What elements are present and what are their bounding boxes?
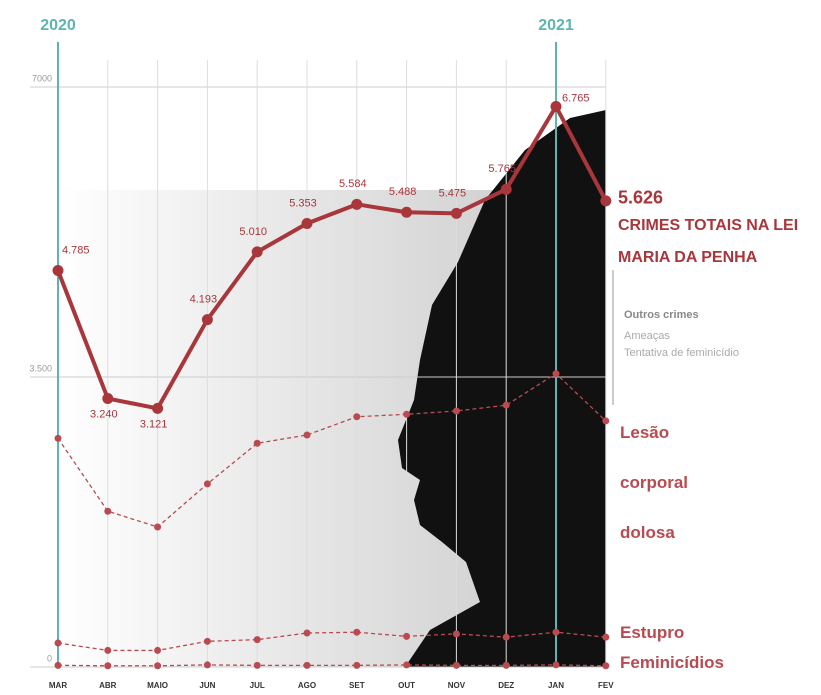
series-label: Feminicídios (620, 653, 724, 672)
photo-silhouette (398, 110, 606, 667)
data-point (201, 314, 213, 326)
data-point (303, 661, 311, 669)
value-label: 5.488 (389, 186, 417, 198)
value-label: 3.121 (140, 418, 168, 430)
series-line (57, 372, 607, 528)
data-point (550, 100, 562, 112)
data-point (403, 410, 411, 418)
data-point (102, 393, 114, 405)
data-point (502, 661, 510, 669)
note-title: Outros crimes (624, 309, 699, 321)
data-point (203, 480, 211, 488)
data-point (154, 523, 162, 531)
data-point (54, 661, 62, 669)
x-tick-label: DEZ (498, 681, 514, 690)
data-point (301, 217, 313, 229)
data-point (452, 630, 460, 638)
data-point (303, 431, 311, 439)
x-tick-label: AGO (298, 681, 316, 690)
value-label: 5.765 (488, 163, 516, 175)
data-point (54, 639, 62, 647)
value-label: 4.193 (190, 293, 218, 305)
series-label: CRIMES TOTAIS NA LEI MARIA DA PENHA (618, 217, 799, 266)
data-point (154, 646, 162, 654)
data-point (552, 628, 560, 636)
x-tick-label: NOV (448, 681, 466, 690)
x-tick-label: ABR (99, 681, 117, 690)
data-point (351, 198, 363, 210)
value-label: 5.475 (439, 187, 467, 199)
value-label: 5.353 (289, 197, 317, 209)
data-point (154, 662, 162, 670)
x-tick-label: FEV (598, 681, 614, 690)
year-label: 2020 (40, 17, 76, 34)
series-line (56, 102, 608, 411)
data-point (450, 207, 462, 219)
series-line (57, 631, 606, 652)
note-item: Tentativa de feminicídio (624, 347, 739, 359)
y-tick-label: 3.500 (29, 363, 52, 373)
x-tick-label: JUL (250, 681, 265, 690)
data-point (502, 401, 510, 409)
data-point (203, 637, 211, 645)
data-point (52, 265, 64, 277)
data-point (552, 370, 560, 378)
data-point (353, 628, 361, 636)
x-tick-label: MAR (49, 681, 67, 690)
value-label: 5.010 (239, 226, 267, 238)
value-label: 3.240 (90, 408, 118, 420)
x-tick-label: OUT (398, 681, 415, 690)
data-point (152, 402, 164, 414)
data-point (602, 633, 610, 641)
data-point (303, 629, 311, 637)
data-point (251, 246, 263, 258)
value-label: 4.785 (62, 244, 90, 256)
data-point (452, 661, 460, 669)
data-point (600, 195, 612, 207)
data-point (353, 413, 361, 421)
data-point (502, 633, 510, 641)
total-value-label: 5.626 (618, 188, 663, 208)
data-point (602, 662, 610, 670)
year-label: 2021 (538, 17, 574, 34)
data-point (104, 646, 112, 654)
y-tick-label: 0 (47, 653, 52, 663)
y-tick-label: 7000 (32, 73, 52, 83)
data-point (253, 636, 261, 644)
x-tick-label: JUN (199, 681, 215, 690)
x-tick-label: JAN (548, 681, 564, 690)
value-label: 5.584 (339, 178, 367, 190)
x-tick-label: MAIO (147, 681, 168, 690)
data-point (353, 661, 361, 669)
data-point (54, 434, 62, 442)
x-tick-label: SET (349, 681, 365, 690)
note-item: Ameaças (624, 330, 670, 342)
data-point (500, 183, 512, 195)
data-point (401, 206, 413, 218)
data-point (403, 661, 411, 669)
series-label: Lesão corporal dolosa (620, 423, 689, 542)
data-point (403, 632, 411, 640)
data-point (253, 439, 261, 447)
value-label: 6.765 (562, 92, 590, 104)
data-point (452, 407, 460, 415)
data-point (104, 662, 112, 670)
data-point (602, 417, 610, 425)
data-point (552, 661, 560, 669)
data-point (253, 661, 261, 669)
series-label: Estupro (620, 623, 685, 642)
data-point (104, 507, 112, 515)
data-point (203, 661, 211, 669)
series-line (57, 664, 606, 667)
